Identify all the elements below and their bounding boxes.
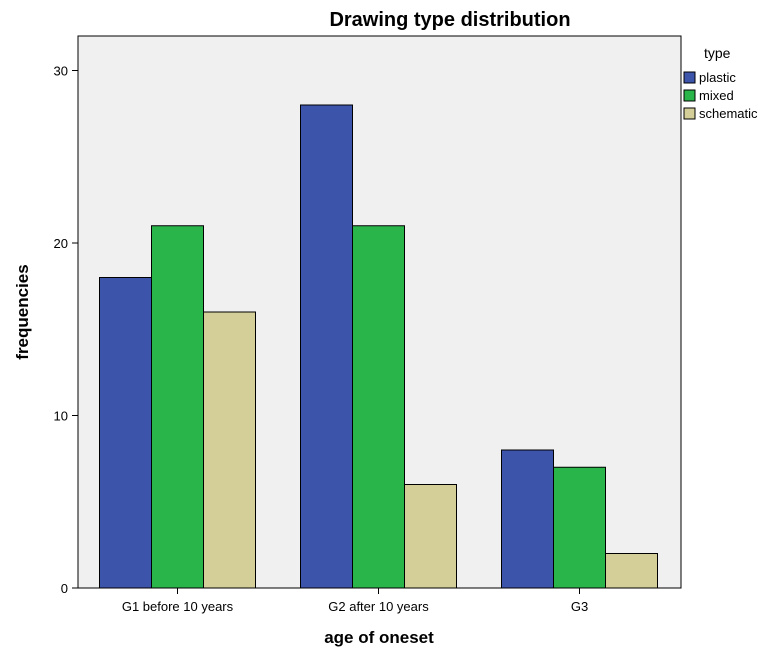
- legend: type plastic mixed schematic: [683, 45, 758, 121]
- legend-swatch-schematic: [683, 107, 696, 120]
- y-axis: 0 10 20 30: [54, 64, 78, 596]
- bar-schematic-3: [605, 553, 658, 589]
- bar-mixed-1: [151, 225, 204, 589]
- legend-label-schematic: schematic: [699, 106, 758, 121]
- y-tick-label: 0: [61, 581, 68, 596]
- bar-plastic-3: [501, 449, 554, 589]
- y-tick-label: 10: [54, 409, 68, 424]
- x-tick-label: G1 before 10 years: [122, 599, 234, 614]
- chart-title: Drawing type distribution: [329, 9, 570, 31]
- bar-plastic-1: [99, 277, 152, 589]
- bar-mixed-2: [352, 225, 405, 589]
- x-axis: G1 before 10 years G2 after 10 years G3: [122, 588, 588, 614]
- bar-schematic-2: [404, 484, 457, 589]
- legend-swatch-mixed: [683, 89, 696, 102]
- legend-title: type: [704, 45, 731, 61]
- legend-label-mixed: mixed: [699, 88, 734, 103]
- legend-label-plastic: plastic: [699, 70, 736, 85]
- bar-plastic-2: [300, 104, 353, 589]
- x-axis-title: age of oneset: [324, 628, 434, 647]
- y-tick-label: 20: [54, 236, 68, 251]
- y-tick-label: 30: [54, 64, 68, 79]
- x-tick-label: G3: [571, 599, 588, 614]
- legend-swatch-plastic: [683, 71, 696, 84]
- y-axis-title: frequencies: [13, 264, 32, 359]
- bar-mixed-3: [553, 466, 606, 589]
- bar-schematic-1: [203, 311, 256, 589]
- x-tick-label: G2 after 10 years: [328, 599, 429, 614]
- bars-group: [99, 104, 658, 589]
